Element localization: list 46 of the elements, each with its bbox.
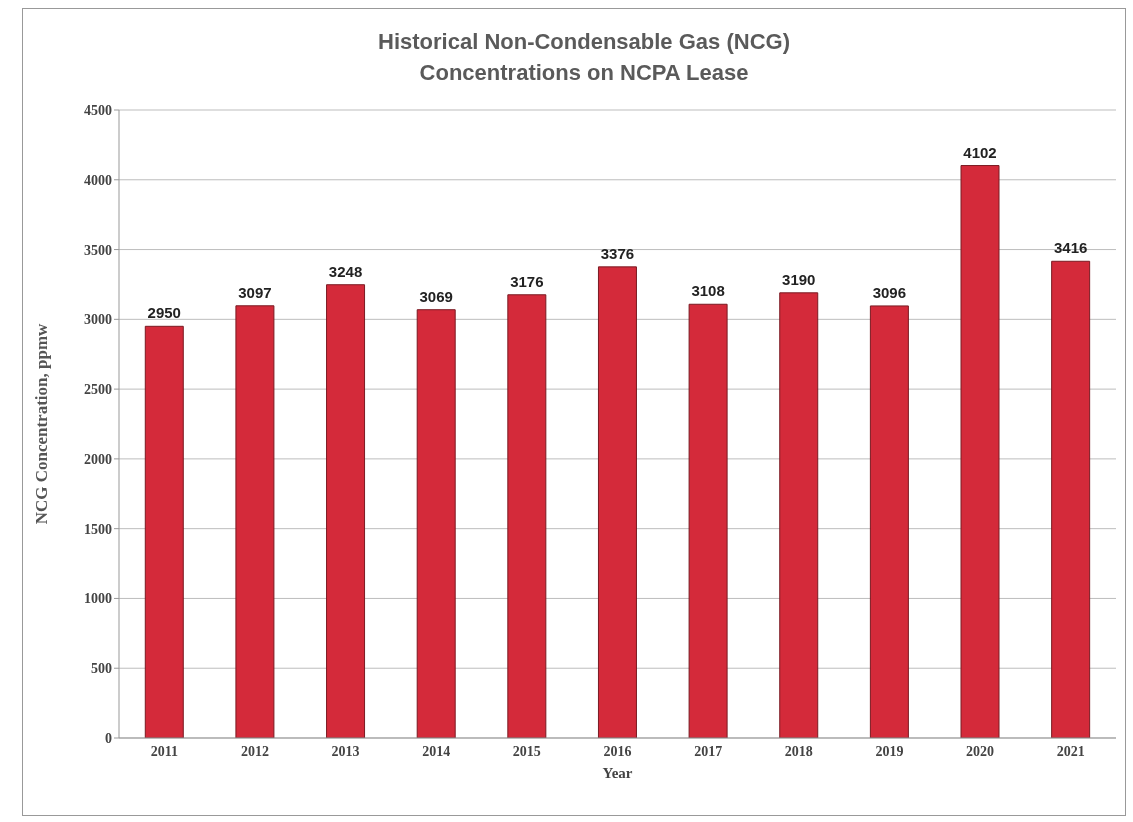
bar (960, 165, 1000, 738)
y-tick-label: 2000 (84, 451, 112, 467)
x-tick-label: 2019 (875, 743, 904, 759)
bar (144, 325, 184, 738)
y-tick-label: 3000 (84, 312, 112, 328)
y-tick-label: 2500 (84, 382, 112, 398)
chart-title: Historical Non-Condensable Gas (NCG) Concentrations on NCPA Lease (378, 28, 790, 87)
y-tick-label: 4500 (84, 102, 112, 118)
x-tick-label: 2013 (331, 743, 360, 759)
data-label: 3190 (782, 270, 816, 288)
data-label: 2950 (147, 304, 181, 322)
bar (416, 309, 456, 738)
data-label: 3416 (1053, 239, 1088, 257)
x-tick-label: 2015 (512, 743, 541, 759)
x-tick-label: 2020 (966, 743, 995, 759)
data-label: 3108 (691, 282, 725, 300)
x-tick-label: 2016 (603, 743, 632, 759)
x-axis-title: Year (602, 765, 633, 781)
data-label: 3096 (872, 283, 907, 301)
data-label: 3376 (600, 244, 635, 262)
bar (869, 305, 909, 738)
bar (688, 303, 728, 738)
bar (507, 294, 547, 738)
data-label: 3176 (510, 272, 544, 290)
x-tick-label: 2012 (240, 743, 269, 759)
y-axis-title: NCG Concentration, ppmw (31, 322, 51, 525)
x-tick-label: 2011 (150, 743, 178, 759)
data-label: 4102 (963, 143, 997, 161)
x-tick-label: 2018 (784, 743, 813, 759)
y-tick-label: 1000 (84, 591, 112, 607)
data-label: 3097 (238, 283, 272, 301)
bar (597, 266, 637, 738)
x-tick-label: 2017 (694, 743, 723, 759)
y-tick-label: 3500 (84, 242, 112, 258)
data-label: 3069 (419, 287, 453, 305)
y-tick-label: 500 (91, 661, 112, 677)
bar (235, 305, 275, 738)
bar (326, 284, 366, 738)
y-tick-label: 1500 (84, 521, 112, 537)
bar (1051, 260, 1091, 738)
bar (779, 292, 819, 738)
y-tick-label: 0 (105, 730, 112, 746)
y-tick-label: 4000 (84, 172, 112, 188)
x-tick-label: 2021 (1056, 743, 1085, 759)
data-label: 3248 (328, 262, 363, 280)
x-tick-label: 2014 (422, 743, 451, 759)
